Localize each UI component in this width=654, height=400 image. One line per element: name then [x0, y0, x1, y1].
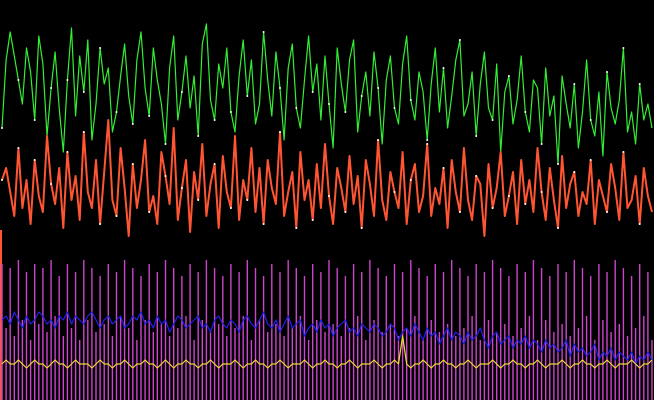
series-0-point: [507, 75, 510, 77]
series-0-point: [638, 83, 641, 85]
series-1-point: [442, 167, 445, 169]
series-1-point: [524, 203, 527, 205]
series-1-point: [360, 227, 363, 229]
series-0-point: [360, 95, 363, 97]
series-0-point: [328, 103, 330, 105]
series-1-point: [115, 215, 118, 217]
series-1-point: [82, 131, 85, 133]
series-0-point: [573, 83, 576, 85]
series-0-point: [148, 115, 151, 117]
series-0-point: [246, 95, 249, 97]
series-1-point: [99, 223, 102, 225]
series-1-point: [279, 131, 281, 133]
series-1-point: [66, 151, 69, 153]
series-0-point: [589, 119, 592, 121]
series-0-point: [213, 119, 216, 121]
series-1-point: [50, 183, 53, 185]
series-1-point: [540, 191, 543, 193]
series-0-point: [606, 71, 608, 73]
series-1-point: [229, 207, 232, 209]
series-0-point: [50, 87, 53, 89]
series-1-point: [148, 211, 151, 213]
series-0-point: [1, 127, 3, 129]
series-0-point: [311, 91, 314, 93]
series-0-point: [622, 47, 625, 49]
series-1-point: [458, 211, 461, 213]
series-1-point: [1, 179, 3, 181]
series-1-point: [262, 223, 265, 225]
series-0-point: [82, 91, 85, 93]
series-1-point: [131, 163, 134, 165]
series-1-point: [507, 195, 510, 197]
series-1-point: [33, 159, 36, 161]
series-0-point: [180, 91, 183, 93]
series-1-point: [197, 199, 200, 201]
series-1-point: [328, 195, 330, 197]
series-0-point: [197, 135, 200, 137]
series-1-point: [589, 159, 592, 161]
series-1-point: [638, 223, 641, 225]
series-1-point: [475, 175, 478, 177]
series-1-point: [311, 219, 314, 221]
series-0-point: [524, 111, 527, 113]
series-1-point: [573, 171, 576, 173]
series-0-point: [279, 87, 281, 89]
series-1-points: [1, 131, 641, 229]
series-3-line: [1, 311, 653, 365]
series-1-point: [295, 227, 298, 229]
series-0-point: [377, 87, 380, 89]
series-1-point: [409, 179, 412, 181]
series-1-point: [393, 191, 396, 193]
series-1-point: [426, 143, 429, 145]
series-4-line: [1, 335, 653, 369]
series-1-line: [1, 119, 653, 237]
series-0-points: [1, 31, 641, 165]
series-0-point: [557, 163, 559, 165]
series-0-point: [115, 111, 118, 113]
series-0-point: [458, 39, 461, 41]
series-1-point: [491, 207, 494, 209]
series-1-point: [246, 199, 249, 201]
series-1-point: [622, 151, 625, 153]
series-0-point: [17, 79, 20, 81]
series-0-point: [475, 135, 478, 137]
series-0-point: [393, 107, 396, 109]
series-1-point: [164, 175, 167, 177]
series-0-point: [426, 139, 429, 141]
series-1-point: [180, 187, 183, 189]
series-0-point: [344, 111, 347, 113]
series-1-point: [213, 163, 216, 165]
series-0-point: [540, 143, 543, 145]
series-1-point: [606, 211, 608, 213]
series-0-point: [491, 119, 494, 121]
series-0-point: [442, 67, 445, 69]
series-0-point: [295, 107, 298, 109]
series-1-point: [17, 147, 20, 149]
series-0-point: [229, 111, 232, 113]
series-0-point: [99, 47, 102, 49]
series-0-point: [66, 79, 69, 81]
series-1-point: [344, 211, 347, 213]
series-0-point: [262, 31, 265, 33]
series-1-point: [377, 139, 380, 141]
series-0-point: [409, 99, 412, 101]
series-0-line: [1, 23, 653, 165]
series-0-point: [131, 123, 134, 125]
series-1-point: [557, 227, 559, 229]
series-0-point: [164, 143, 167, 145]
series-0-point: [33, 119, 36, 121]
